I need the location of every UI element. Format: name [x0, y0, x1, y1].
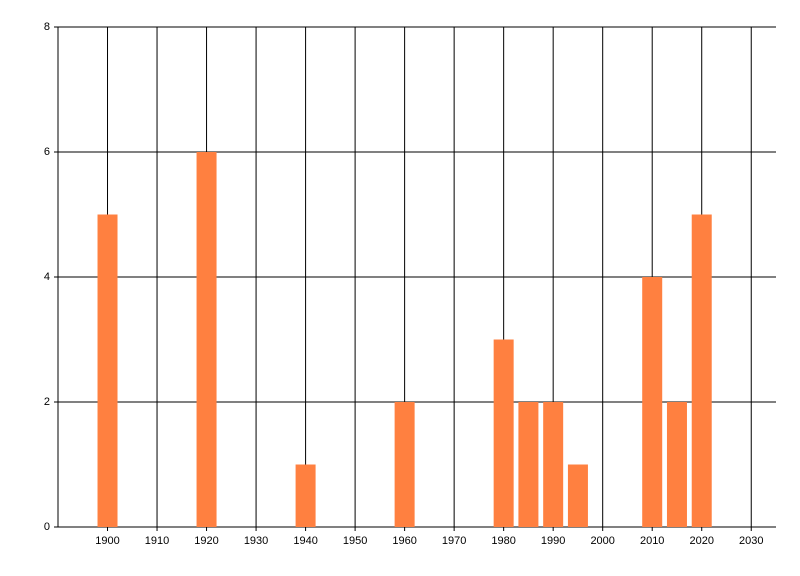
bar: [394, 402, 415, 527]
x-tick-label: 1940: [293, 535, 317, 547]
x-tick-label: 2020: [689, 535, 713, 547]
x-tick-label: 1930: [244, 535, 268, 547]
bar: [666, 402, 687, 527]
bar: [543, 402, 564, 527]
y-tick-label: 2: [44, 396, 50, 408]
x-tick-label: 1920: [194, 535, 218, 547]
x-tick-label: 2000: [590, 535, 614, 547]
x-tick-label: 1950: [343, 535, 367, 547]
y-tick-label: 4: [44, 271, 50, 283]
bar: [493, 339, 514, 527]
bar: [642, 277, 663, 527]
bar: [691, 214, 712, 527]
y-tick-label: 0: [44, 521, 50, 533]
x-tick-label: 1900: [95, 535, 119, 547]
y-tick-label: 8: [44, 21, 50, 33]
bar: [97, 214, 118, 527]
bar: [518, 402, 539, 527]
x-tick-label: 1910: [145, 535, 169, 547]
x-tick-label: 2030: [739, 535, 763, 547]
y-tick-label: 6: [44, 146, 50, 158]
bar: [295, 464, 316, 527]
bar: [196, 152, 217, 527]
bar: [567, 464, 588, 527]
x-tick-label: 1990: [541, 535, 565, 547]
x-tick-label: 1980: [491, 535, 515, 547]
x-tick-label: 2010: [640, 535, 664, 547]
x-tick-label: 1960: [392, 535, 416, 547]
x-tick-label: 1970: [442, 535, 466, 547]
